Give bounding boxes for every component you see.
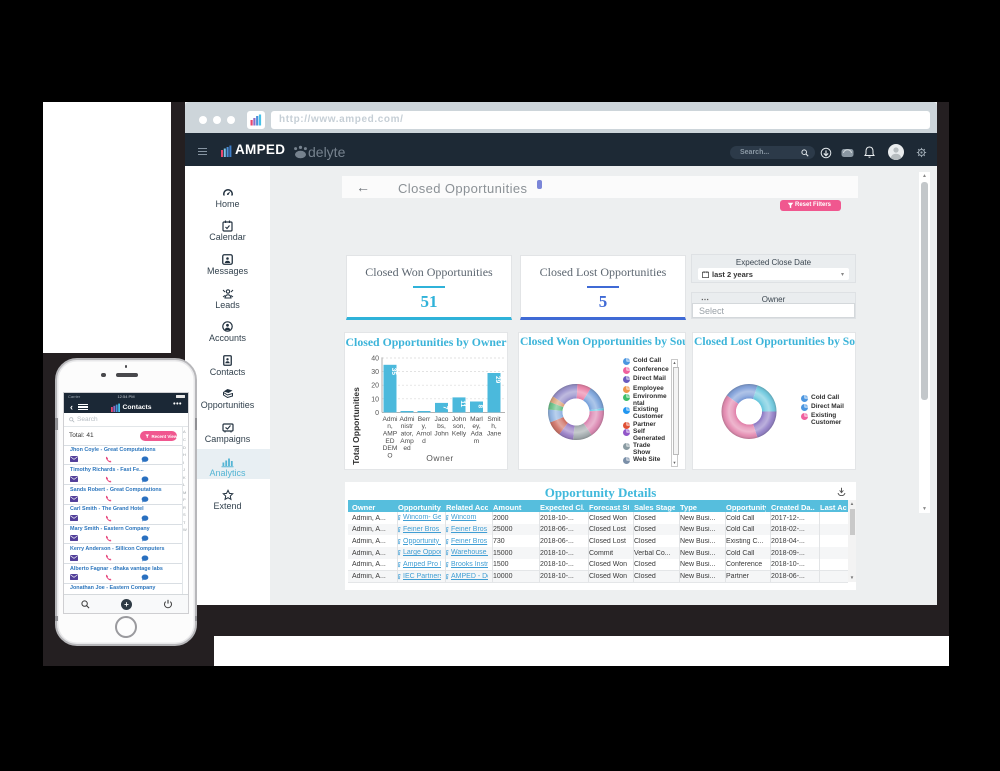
svg-text:Jane: Jane <box>487 431 502 438</box>
svg-text:Arnol: Arnol <box>416 431 432 438</box>
svg-text:Marl: Marl <box>470 416 483 423</box>
svg-text:n,: n, <box>387 423 393 430</box>
svg-text:20: 20 <box>371 383 379 390</box>
svg-text:ed: ed <box>403 445 411 452</box>
svg-text:30: 30 <box>371 369 379 376</box>
svg-text:son,: son, <box>453 423 466 430</box>
svg-text:y,: y, <box>422 423 427 430</box>
svg-text:Berr: Berr <box>418 416 431 423</box>
svg-text:DEM: DEM <box>383 445 398 452</box>
svg-text:10: 10 <box>371 396 379 403</box>
svg-text:John: John <box>452 416 467 423</box>
svg-text:John: John <box>434 431 449 438</box>
svg-text:m: m <box>474 438 480 445</box>
svg-text:Admi: Admi <box>382 416 398 423</box>
svg-text:AMP: AMP <box>383 431 398 438</box>
svg-text:Ada: Ada <box>471 431 483 438</box>
svg-text:h,: h, <box>491 423 497 430</box>
svg-text:Admi: Admi <box>399 416 415 423</box>
svg-text:nistr: nistr <box>401 423 414 430</box>
svg-text:0: 0 <box>375 410 379 417</box>
svg-text:d: d <box>422 438 426 445</box>
svg-text:11: 11 <box>459 400 466 407</box>
svg-text:Amp: Amp <box>400 438 414 445</box>
svg-text:7: 7 <box>442 406 449 410</box>
svg-text:Jaco: Jaco <box>435 416 449 423</box>
svg-text:ey,: ey, <box>472 423 480 430</box>
svg-text:O: O <box>387 452 392 459</box>
svg-text:40: 40 <box>371 356 379 363</box>
svg-text:bs,: bs, <box>437 423 446 430</box>
svg-text:ED: ED <box>385 438 394 445</box>
svg-text:29: 29 <box>494 376 501 384</box>
svg-text:35: 35 <box>390 368 397 376</box>
svg-text:ator,: ator, <box>401 431 414 438</box>
svg-text:Kelly: Kelly <box>452 431 467 438</box>
svg-text:Owner: Owner <box>426 453 454 463</box>
svg-text:Smit: Smit <box>487 416 500 423</box>
svg-text:8: 8 <box>477 405 484 409</box>
svg-text:Total Opportunities: Total Opportunities <box>351 387 361 465</box>
